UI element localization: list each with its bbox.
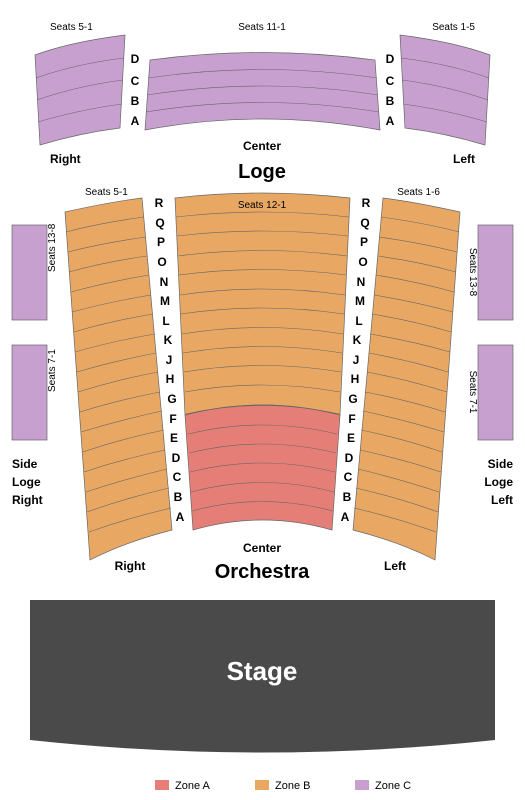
svg-text:R: R bbox=[362, 196, 371, 210]
svg-text:C: C bbox=[344, 470, 353, 484]
svg-text:N: N bbox=[357, 275, 366, 289]
loge-row-B-right: B bbox=[386, 94, 395, 108]
svg-text:K: K bbox=[353, 333, 362, 347]
orch-seats-left: Seats 1-6 bbox=[397, 187, 440, 198]
svg-text:J: J bbox=[166, 353, 173, 367]
legend-label-zoneA: Zone A bbox=[175, 780, 211, 792]
orch-seats-center: Seats 12-1 bbox=[238, 200, 287, 211]
svg-text:P: P bbox=[360, 235, 368, 249]
legend-swatch-zoneA bbox=[155, 780, 169, 790]
orch-right bbox=[65, 198, 172, 560]
side-loge-left-l1: Side bbox=[488, 457, 514, 471]
loge-right bbox=[35, 35, 125, 145]
svg-text:Q: Q bbox=[155, 216, 164, 230]
svg-text:J: J bbox=[353, 353, 360, 367]
svg-text:M: M bbox=[160, 294, 170, 308]
legend-label-zoneC: Zone C bbox=[375, 780, 411, 792]
orch-title: Orchestra bbox=[215, 561, 310, 583]
svg-text:B: B bbox=[343, 490, 352, 504]
svg-text:O: O bbox=[358, 255, 367, 269]
orch-sub-center: Center bbox=[243, 541, 281, 555]
loge-title: Loge bbox=[238, 161, 286, 183]
svg-text:D: D bbox=[172, 451, 181, 465]
loge-sub-right: Right bbox=[50, 152, 81, 166]
svg-text:M: M bbox=[355, 294, 365, 308]
svg-text:A: A bbox=[341, 510, 350, 524]
side-loge-right-l3: Right bbox=[12, 493, 43, 507]
loge-row-B-left: B bbox=[131, 94, 140, 108]
svg-text:Q: Q bbox=[360, 216, 369, 230]
svg-text:E: E bbox=[170, 431, 178, 445]
loge-seats-center: Seats 11-1 bbox=[238, 22, 286, 33]
loge-left bbox=[400, 35, 490, 145]
svg-text:H: H bbox=[351, 372, 360, 386]
side-seats-top-left: Seats 13-8 bbox=[467, 248, 478, 297]
svg-text:K: K bbox=[164, 333, 173, 347]
side-seats-top-right: Seats 13-8 bbox=[47, 223, 58, 272]
seating-chart: A B C D A B C D Seats 5-1 Seats 11-1 Sea… bbox=[0, 0, 525, 800]
svg-text:E: E bbox=[347, 431, 355, 445]
legend-swatch-zoneC bbox=[355, 780, 369, 790]
orch-center-upper bbox=[175, 193, 350, 415]
loge-row-D-left: D bbox=[131, 52, 140, 66]
side-seats-bottom-left: Seats 7-1 bbox=[467, 371, 478, 414]
svg-text:L: L bbox=[355, 314, 362, 328]
loge-center bbox=[145, 53, 380, 131]
orch-sub-right: Right bbox=[115, 559, 146, 573]
svg-text:H: H bbox=[166, 372, 175, 386]
svg-text:F: F bbox=[348, 412, 355, 426]
side-loge-left-bottom bbox=[478, 345, 513, 440]
chart-svg: A B C D A B C D Seats 5-1 Seats 11-1 Sea… bbox=[0, 0, 525, 800]
side-loge-right-l2: Loge bbox=[12, 475, 41, 489]
side-loge-right-bottom bbox=[12, 345, 47, 440]
side-loge-right-l1: Side bbox=[12, 457, 38, 471]
svg-text:B: B bbox=[174, 490, 183, 504]
side-seats-bottom-right: Seats 7-1 bbox=[47, 349, 58, 392]
orch-seats-right: Seats 5-1 bbox=[85, 187, 128, 198]
loge-seats-left: Seats 1-5 bbox=[432, 22, 475, 33]
side-loge-left-l2: Loge bbox=[484, 475, 513, 489]
side-loge-left-l3: Left bbox=[491, 493, 513, 507]
svg-text:L: L bbox=[162, 314, 169, 328]
loge-row-A-left: A bbox=[131, 114, 140, 128]
svg-text:P: P bbox=[157, 235, 165, 249]
svg-text:O: O bbox=[157, 255, 166, 269]
loge-row-C-left: C bbox=[131, 74, 140, 88]
svg-text:N: N bbox=[160, 275, 169, 289]
svg-text:G: G bbox=[167, 392, 176, 406]
svg-text:R: R bbox=[155, 196, 164, 210]
legend-label-zoneB: Zone B bbox=[275, 780, 310, 792]
svg-text:G: G bbox=[348, 392, 357, 406]
loge-row-A-right: A bbox=[386, 114, 395, 128]
orch-center-lower bbox=[185, 405, 340, 530]
orch-left bbox=[353, 198, 460, 560]
loge-sub-center: Center bbox=[243, 139, 281, 153]
side-loge-right-top bbox=[12, 225, 47, 320]
svg-text:F: F bbox=[169, 412, 176, 426]
svg-text:A: A bbox=[176, 510, 185, 524]
stage-label: Stage bbox=[227, 656, 298, 686]
loge-seats-right: Seats 5-1 bbox=[50, 22, 93, 33]
side-loge-left-top bbox=[478, 225, 513, 320]
orch-sub-left: Left bbox=[384, 559, 406, 573]
svg-text:D: D bbox=[345, 451, 354, 465]
legend-swatch-zoneB bbox=[255, 780, 269, 790]
svg-text:C: C bbox=[173, 470, 182, 484]
loge-sub-left: Left bbox=[453, 152, 475, 166]
loge-row-D-right: D bbox=[386, 52, 395, 66]
loge-row-C-right: C bbox=[386, 74, 395, 88]
